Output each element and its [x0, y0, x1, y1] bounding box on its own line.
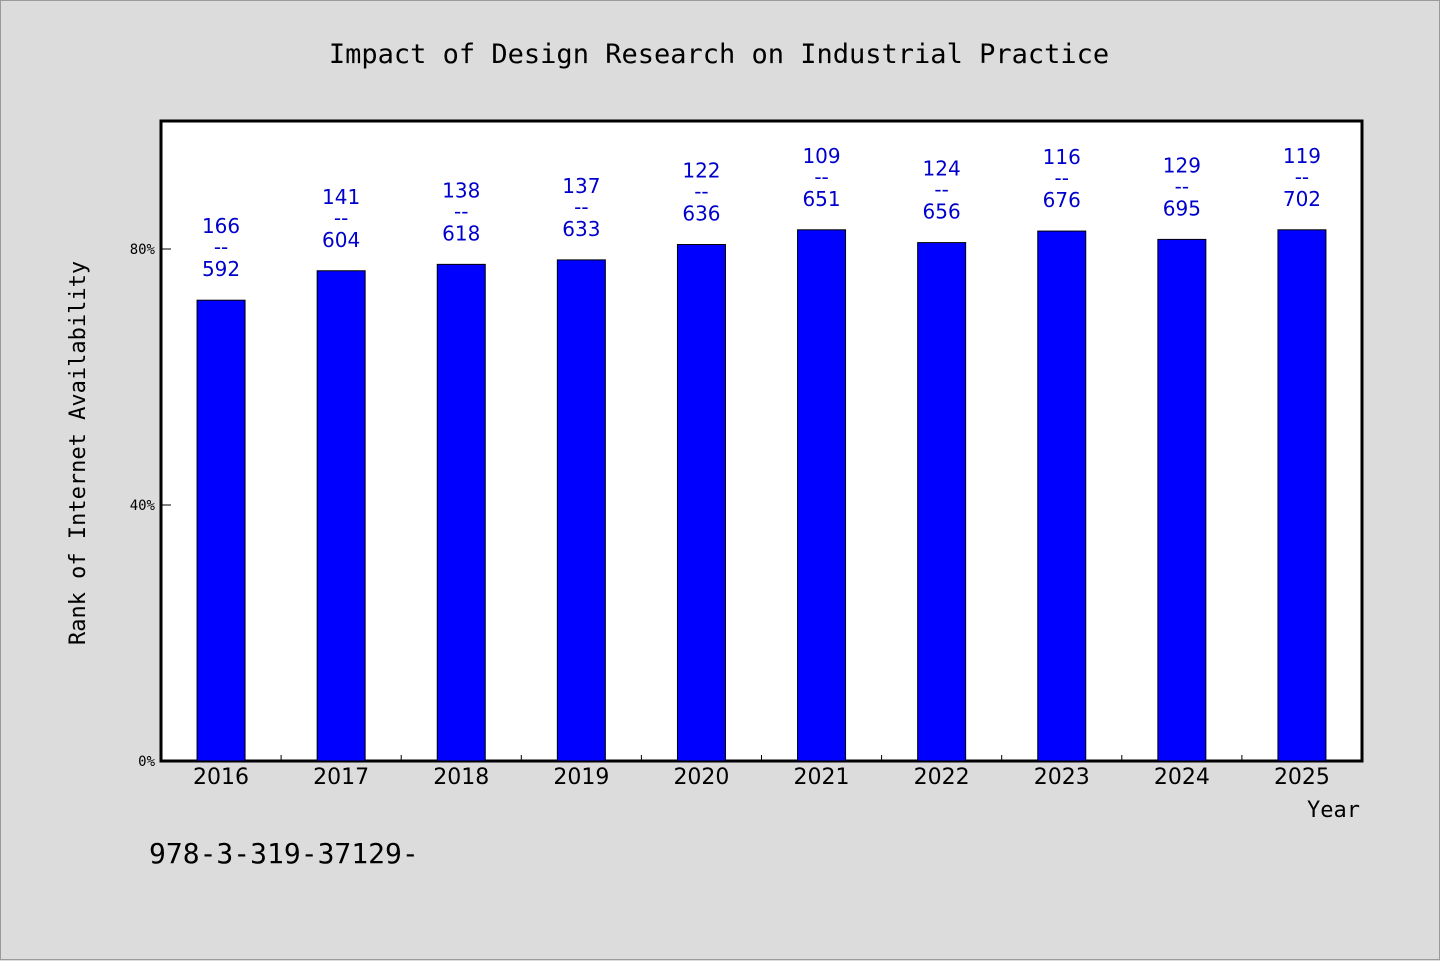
x-tick-label-2020: 2020	[673, 765, 729, 790]
x-axis: 2016 2017 2018 2019 2020 2021 2022 2023 2024 2025	[193, 755, 1330, 790]
data-label-separator-2019: --	[574, 195, 588, 219]
data-label-separator-2022: --	[934, 178, 948, 202]
bar-2024	[1157, 238, 1207, 762]
y-tick-label: 40%	[130, 498, 156, 514]
x-tick-label-2017: 2017	[313, 765, 369, 790]
x-tick-label-2023: 2023	[1034, 765, 1090, 790]
data-label-separator-2025: --	[1295, 165, 1309, 189]
bar-2019	[556, 259, 606, 762]
x-tick-label-2022: 2022	[914, 765, 970, 790]
x-tick-label-2025: 2025	[1274, 765, 1330, 790]
bar-2023	[1037, 230, 1087, 762]
y-tick-label: 0%	[138, 754, 155, 770]
data-label-top-2017: 141	[322, 185, 360, 209]
data-labels-layer: 166--592141--604138--618137--633122--636…	[202, 144, 1321, 281]
data-label-separator-2018: --	[454, 199, 468, 223]
data-label-bottom-2025: 702	[1283, 187, 1321, 211]
x-tick-label-2021: 2021	[794, 765, 850, 790]
data-label-separator-2016: --	[214, 235, 228, 259]
data-label-separator-2017: --	[334, 206, 348, 230]
bar-2017	[316, 270, 366, 762]
data-label-bottom-2020: 636	[682, 202, 720, 226]
data-label-bottom-2016: 592	[202, 257, 240, 281]
bar-2022	[917, 242, 967, 762]
data-label-top-2023: 116	[1043, 145, 1081, 169]
data-label-bottom-2022: 656	[923, 200, 961, 224]
y-tick-label: 80%	[130, 242, 156, 258]
y-axis: 0% 40% 80%	[130, 242, 171, 770]
x-tick-label-2016: 2016	[193, 765, 249, 790]
x-axis-label: Year	[1307, 798, 1360, 823]
data-label-top-2019: 137	[562, 174, 600, 198]
data-label-top-2024: 129	[1163, 153, 1201, 177]
data-label-top-2016: 166	[202, 214, 240, 238]
data-label-bottom-2018: 618	[442, 221, 480, 245]
data-label-separator-2021: --	[814, 165, 828, 189]
x-tick-label-2018: 2018	[433, 765, 489, 790]
data-label-top-2020: 122	[682, 159, 720, 183]
x-tick-label-2019: 2019	[553, 765, 609, 790]
data-label-separator-2020: --	[694, 180, 708, 204]
bars-layer	[196, 229, 1327, 762]
x-tick-label-2024: 2024	[1154, 765, 1210, 790]
chart-title: Impact of Design Research on Industrial …	[329, 39, 1109, 70]
bar-2016	[196, 299, 246, 762]
data-label-bottom-2017: 604	[322, 228, 360, 252]
bar-2021	[797, 229, 847, 762]
footnote-isbn: 978-3-319-37129-	[149, 837, 419, 870]
data-label-top-2018: 138	[442, 178, 480, 202]
data-label-top-2021: 109	[802, 144, 840, 168]
data-label-bottom-2023: 676	[1043, 188, 1081, 212]
data-label-separator-2023: --	[1055, 166, 1069, 190]
data-label-bottom-2024: 695	[1163, 196, 1201, 220]
bar-2020	[676, 244, 726, 762]
data-label-bottom-2019: 633	[562, 217, 600, 241]
data-label-top-2022: 124	[923, 157, 961, 181]
bar-2025	[1277, 229, 1327, 762]
data-label-top-2025: 119	[1283, 144, 1321, 168]
y-axis-label: Rank of Internet Availability	[66, 261, 91, 645]
data-label-bottom-2021: 651	[802, 187, 840, 211]
bar-2018	[436, 263, 486, 762]
data-label-separator-2024: --	[1175, 174, 1189, 198]
